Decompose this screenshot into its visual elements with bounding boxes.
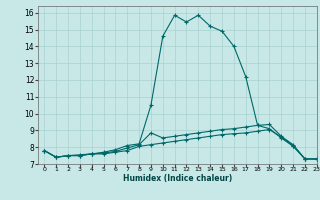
X-axis label: Humidex (Indice chaleur): Humidex (Indice chaleur) xyxy=(123,174,232,183)
